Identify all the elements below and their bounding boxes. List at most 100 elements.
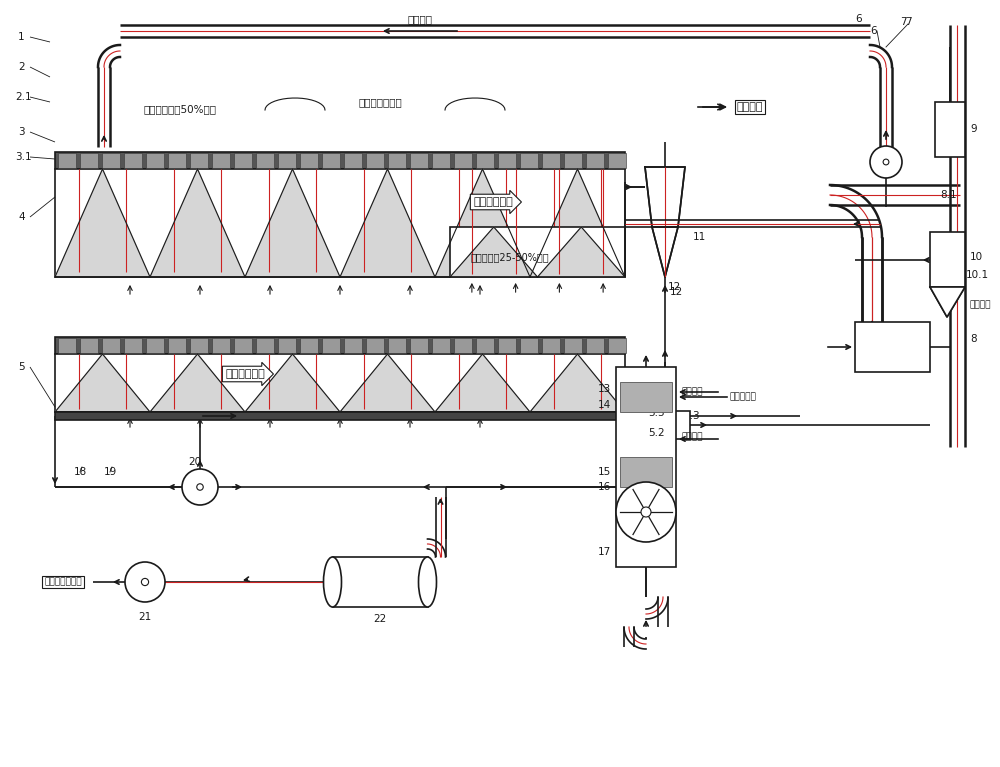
Text: 10: 10	[970, 252, 983, 262]
Text: 外排粉尘: 外排粉尘	[681, 387, 702, 397]
Text: 8: 8	[970, 334, 977, 344]
Bar	[366, 153, 384, 168]
Bar	[58, 338, 76, 353]
Bar	[476, 153, 494, 168]
Bar	[432, 153, 450, 168]
Text: 19: 19	[103, 467, 117, 477]
Text: 进烟气脱硫系统: 进烟气脱硫系统	[44, 578, 82, 587]
Polygon shape	[435, 354, 530, 412]
Polygon shape	[55, 169, 150, 277]
Polygon shape	[340, 354, 435, 412]
Bar	[450, 227, 625, 277]
Text: 5.3: 5.3	[648, 408, 665, 418]
Bar	[586, 153, 604, 168]
Text: 5.1: 5.1	[633, 442, 650, 452]
Text: 3.1: 3.1	[15, 152, 32, 162]
Bar	[300, 153, 318, 168]
Circle shape	[197, 484, 203, 490]
Bar	[564, 338, 582, 353]
Text: 18: 18	[73, 467, 87, 477]
Bar	[278, 153, 296, 168]
Bar	[410, 338, 428, 353]
Text: 12: 12	[670, 287, 683, 297]
Polygon shape	[652, 227, 678, 277]
Bar	[454, 338, 472, 353]
Text: 10.1: 10.1	[966, 270, 989, 280]
Text: 5.2: 5.2	[633, 447, 650, 457]
Ellipse shape	[324, 557, 342, 607]
Text: 16: 16	[598, 482, 611, 492]
Text: 烧结机总长25-50%区域: 烧结机总长25-50%区域	[471, 252, 549, 262]
Bar	[586, 338, 604, 353]
Polygon shape	[930, 287, 965, 317]
Circle shape	[182, 469, 218, 505]
Bar	[234, 153, 252, 168]
Text: 17: 17	[598, 547, 611, 557]
Text: 12: 12	[668, 282, 681, 292]
Bar	[388, 338, 406, 353]
Bar	[542, 153, 560, 168]
Bar	[608, 338, 626, 353]
Bar	[498, 338, 516, 353]
Polygon shape	[150, 354, 245, 412]
Polygon shape	[538, 227, 625, 277]
Bar	[332, 557, 428, 607]
Text: 6: 6	[855, 14, 862, 24]
Bar	[212, 153, 230, 168]
Text: 2: 2	[18, 62, 25, 72]
Text: 22: 22	[373, 614, 387, 624]
Bar	[322, 338, 340, 353]
Bar	[146, 153, 164, 168]
Bar	[520, 153, 538, 168]
Bar	[476, 338, 494, 353]
Bar	[190, 338, 208, 353]
Bar	[542, 338, 560, 353]
Polygon shape	[340, 169, 435, 277]
Polygon shape	[55, 354, 150, 412]
Bar	[608, 153, 626, 168]
Circle shape	[141, 578, 149, 585]
Polygon shape	[150, 169, 245, 277]
Bar	[935, 102, 965, 157]
Text: 烟气流动方向: 烟气流动方向	[473, 197, 513, 207]
Bar	[55, 412, 625, 420]
Bar	[168, 153, 186, 168]
Bar	[366, 338, 384, 353]
Text: 7: 7	[900, 17, 907, 27]
Bar	[55, 354, 625, 412]
Bar	[564, 153, 582, 168]
Bar	[124, 338, 142, 353]
Bar	[55, 337, 625, 354]
Polygon shape	[245, 354, 340, 412]
Text: 5.2: 5.2	[648, 428, 665, 438]
Bar	[930, 232, 965, 287]
Polygon shape	[245, 169, 340, 277]
Bar	[55, 152, 625, 169]
Bar	[344, 153, 362, 168]
Bar	[620, 382, 672, 412]
Text: 台车走向: 台车走向	[737, 102, 763, 112]
Circle shape	[870, 146, 902, 178]
Text: 9: 9	[970, 124, 977, 134]
Text: 循环烟气: 循环烟气	[408, 14, 432, 24]
Bar	[55, 169, 625, 277]
Bar	[520, 338, 538, 353]
Bar	[234, 338, 252, 353]
Text: 补充烧结矿: 补充烧结矿	[730, 393, 757, 401]
Bar	[146, 338, 164, 353]
Bar	[278, 338, 296, 353]
Bar	[410, 153, 428, 168]
Polygon shape	[435, 169, 530, 277]
Text: 烟气快速升温段: 烟气快速升温段	[358, 97, 402, 107]
Text: 2.1: 2.1	[15, 92, 32, 102]
Bar	[322, 153, 340, 168]
Text: 14: 14	[598, 400, 611, 410]
Text: 外排粉尘: 外排粉尘	[970, 301, 992, 310]
Text: 8.1: 8.1	[940, 190, 957, 200]
Ellipse shape	[418, 557, 436, 607]
Polygon shape	[530, 169, 625, 277]
Text: 7: 7	[905, 17, 912, 27]
Circle shape	[616, 482, 676, 542]
Bar	[855, 322, 930, 372]
Bar	[640, 411, 690, 439]
